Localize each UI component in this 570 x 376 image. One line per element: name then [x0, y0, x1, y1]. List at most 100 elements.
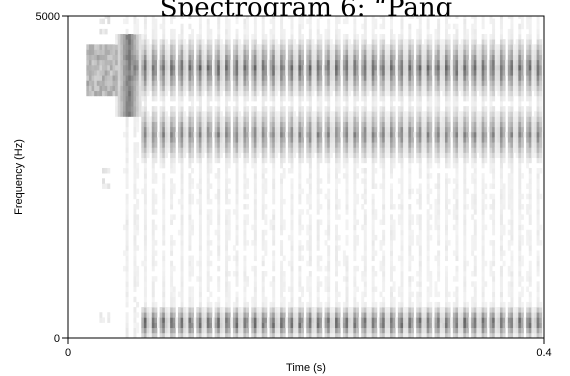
spectrogram-cell: [217, 34, 221, 40]
spectrogram-cell: [301, 39, 304, 45]
spectrogram-cell: [136, 85, 140, 92]
spectrogram-cell: [332, 147, 336, 153]
spectrogram-cell: [298, 39, 302, 45]
spectrogram-cell: [141, 59, 145, 66]
spectrogram-cell: [246, 90, 249, 97]
spectrogram-cell: [243, 260, 247, 267]
spectrogram-cell: [206, 95, 210, 102]
spectrogram-cell: [151, 34, 155, 40]
spectrogram-cell: [256, 116, 260, 122]
spectrogram-cell: [316, 229, 320, 236]
spectrogram-cell: [219, 332, 223, 338]
spectrogram-cell: [172, 147, 176, 153]
spectrogram-cell: [185, 54, 189, 61]
spectrogram-cell: [235, 327, 239, 334]
spectrogram-cell: [128, 95, 132, 102]
spectrogram-cell: [379, 16, 383, 19]
spectrogram-cell: [429, 281, 433, 287]
spectrogram-cell: [246, 281, 249, 287]
spectrogram-cell: [125, 240, 129, 246]
spectrogram-cell: [243, 80, 247, 86]
spectrogram-cell: [426, 271, 430, 277]
spectrogram-cell: [379, 70, 383, 76]
spectrogram-cell: [185, 80, 189, 86]
spectrogram-cell: [282, 307, 286, 313]
spectrogram-cell: [342, 80, 346, 86]
spectrogram-cell: [151, 296, 155, 303]
spectrogram-cell: [345, 276, 349, 282]
spectrogram-cell: [117, 90, 121, 97]
spectrogram-cell: [447, 152, 451, 159]
spectrogram-cell: [162, 49, 166, 55]
spectrogram-cell: [295, 137, 299, 143]
spectrogram-cell: [298, 276, 302, 282]
spectrogram-cell: [424, 39, 428, 45]
spectrogram-cell: [107, 59, 111, 66]
spectrogram-cell: [196, 332, 200, 338]
spectrogram-cell: [345, 260, 349, 267]
spectrogram-cell: [444, 95, 448, 102]
spectrogram-cell: [88, 59, 92, 66]
spectrogram-cell: [185, 116, 189, 122]
spectrogram-cell: [397, 219, 401, 225]
spectrogram-cell: [327, 85, 331, 92]
spectrogram-cell: [353, 121, 357, 128]
spectrogram-cell: [442, 80, 446, 86]
spectrogram-cell: [191, 95, 195, 102]
spectrogram-cell: [253, 219, 257, 225]
spectrogram-cell: [311, 131, 315, 138]
spectrogram-cell: [146, 126, 150, 133]
spectrogram-cell: [143, 188, 147, 195]
spectrogram-cell: [125, 229, 129, 236]
spectrogram-cell: [180, 137, 184, 143]
spectrogram-cell: [164, 90, 168, 97]
spectrogram-cell: [198, 276, 202, 282]
spectrogram-cell: [447, 85, 451, 92]
spectrogram-cell: [374, 214, 378, 220]
spectrogram-cell: [272, 265, 276, 272]
spectrogram-cell: [405, 85, 409, 92]
spectrogram-cell: [130, 75, 134, 81]
spectrogram-cell: [253, 234, 257, 241]
spectrogram-cell: [298, 126, 302, 133]
spectrogram-cell: [329, 85, 333, 92]
spectrogram-cell: [143, 90, 147, 97]
spectrogram-cell: [308, 281, 312, 287]
spectrogram-cell: [306, 332, 310, 338]
spectrogram-cell: [264, 178, 268, 184]
spectrogram-cell: [342, 332, 346, 338]
spectrogram-cell: [290, 152, 294, 159]
spectrogram-cell: [345, 327, 349, 334]
spectrogram-cell: [214, 307, 218, 313]
spectrogram-cell: [416, 307, 420, 313]
spectrogram-cell: [141, 44, 145, 50]
spectrogram-cell: [311, 116, 315, 122]
spectrogram-cell: [287, 131, 291, 138]
spectrogram-cell: [408, 90, 412, 97]
spectrogram-cell: [384, 327, 388, 334]
spectrogram-cell: [452, 70, 456, 76]
spectrogram-cell: [392, 312, 396, 318]
spectrogram-cell: [361, 224, 365, 231]
spectrogram-cell: [240, 49, 244, 55]
spectrogram-cell: [366, 85, 370, 92]
spectrogram-cell: [104, 85, 108, 92]
spectrogram-cell: [324, 75, 328, 81]
spectrogram-cell: [290, 265, 294, 272]
spectrogram-cell: [235, 80, 239, 86]
spectrogram-cell: [350, 312, 354, 318]
spectrogram-cell: [444, 44, 448, 50]
spectrogram-cell: [348, 142, 352, 148]
spectrogram-cell: [416, 147, 420, 153]
spectrogram-cell: [138, 34, 142, 40]
spectrogram-cell: [384, 116, 388, 122]
spectrogram-cell: [151, 137, 155, 143]
spectrogram-cell: [397, 70, 401, 76]
spectrogram-cell: [452, 301, 456, 308]
spectrogram-cell: [149, 75, 153, 81]
spectrogram-cell: [306, 281, 310, 287]
spectrogram-cell: [327, 260, 331, 267]
spectrogram-cell: [86, 64, 90, 71]
spectrogram-cell: [335, 28, 339, 35]
spectrogram-cell: [345, 317, 349, 323]
